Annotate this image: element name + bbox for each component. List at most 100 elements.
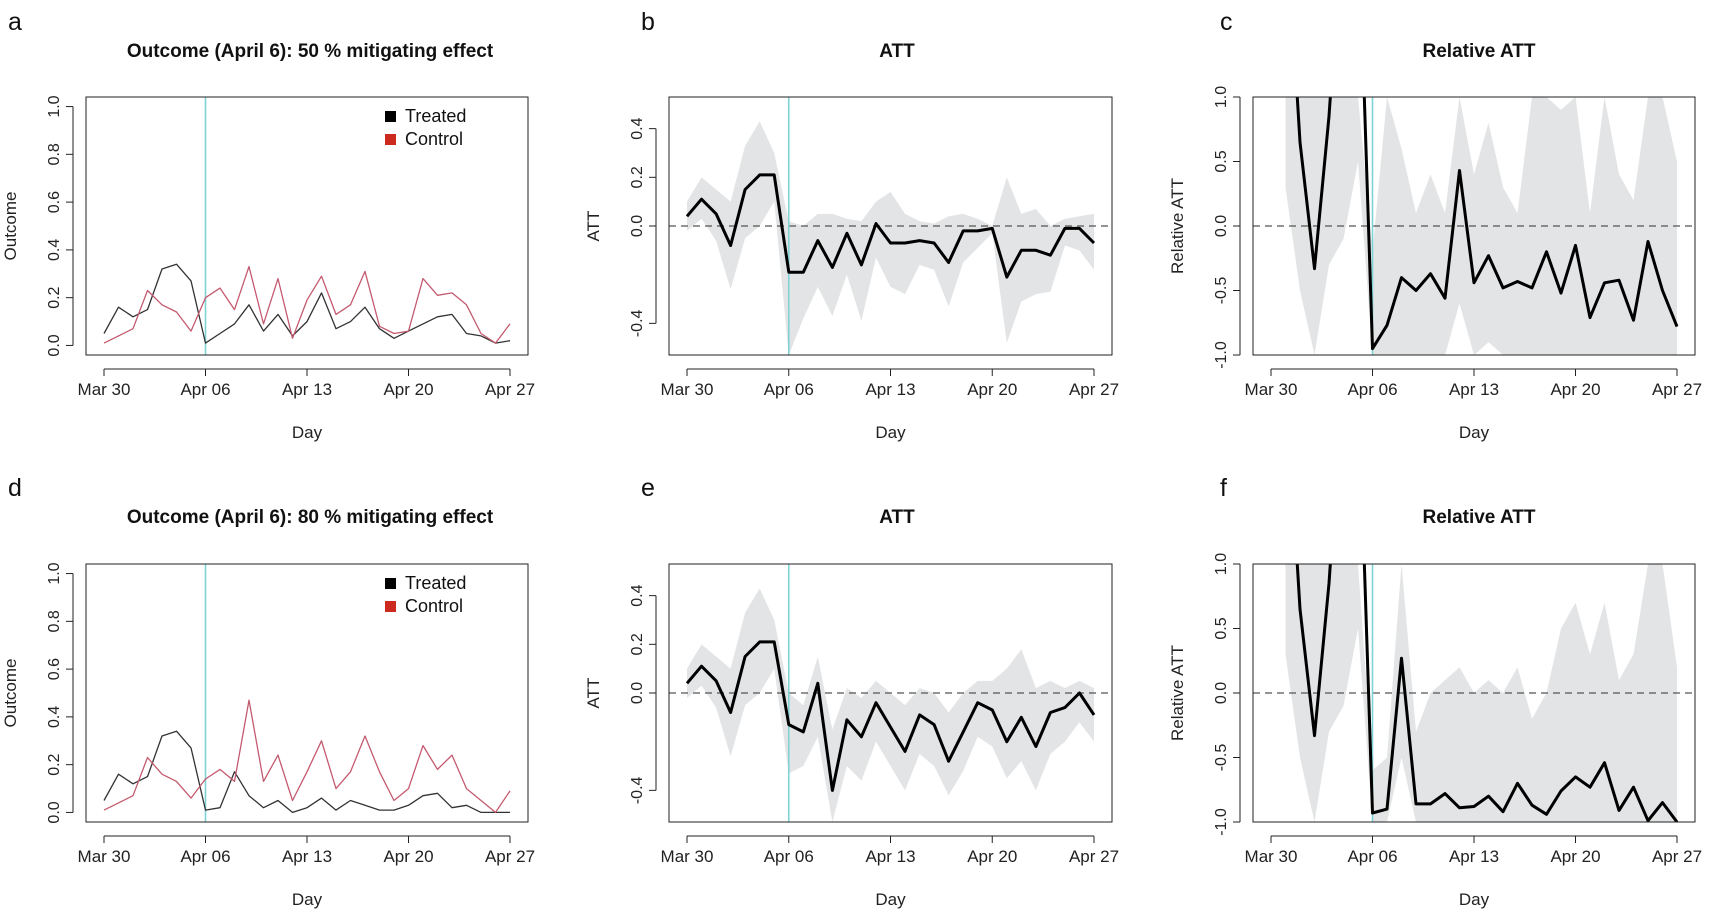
y-tick-label: 0.0 [629, 682, 646, 704]
x-axis-label: Day [875, 890, 906, 909]
confidence-band [687, 121, 1094, 355]
y-tick-label: 1.0 [46, 95, 63, 117]
legend-swatch-treated [385, 111, 396, 122]
y-tick-label: 1.0 [1213, 553, 1230, 575]
series-line-relative-att [1295, 97, 1679, 351]
plot-area [103, 564, 511, 822]
legend-label-treated: Treated [405, 573, 466, 593]
x-tick-label: Mar 30 [661, 380, 714, 399]
x-axis: Mar 30 Apr 06 Apr 13 Apr 20 Apr 27 [1245, 368, 1702, 399]
plot-area [1253, 564, 1695, 822]
panel-letter: d [8, 474, 22, 502]
x-axis: Mar 30 Apr 06 Apr 13 Apr 20 Apr 27 [78, 835, 535, 866]
legend-swatch-treated [385, 578, 396, 589]
panel-title: Relative ATT [1423, 41, 1536, 62]
panel-letter: e [641, 474, 655, 502]
series-line-att [685, 173, 1096, 279]
confidence-band [687, 588, 1094, 822]
y-tick-label: 0.4 [629, 584, 646, 606]
plot-frame [85, 563, 529, 823]
panel-c: Mar 30 Apr 06 Apr 13 Apr 20 Apr 27 Day -1.0 -0.… [1168, 8, 1702, 442]
panel-f: Mar 30 Apr 06 Apr 13 Apr 20 Apr 27 Day -1.0 -0.… [1168, 474, 1702, 909]
y-axis: -1.0 -0.5 0.0 0.5 1.0 [1213, 86, 1241, 369]
legend-label-control: Control [405, 596, 463, 616]
x-tick-label: Apr 06 [180, 380, 230, 399]
x-tick-label: Apr 13 [282, 380, 332, 399]
plot-area [103, 97, 511, 355]
series-line-treated [103, 730, 510, 814]
x-tick-label: Apr 13 [865, 847, 915, 866]
x-axis-label: Day [292, 423, 323, 442]
y-tick-label: -0.5 [1213, 744, 1230, 772]
panel-title: Outcome (April 6): 80 % mitigating effec… [127, 507, 494, 528]
panel-d: Mar 30 Apr 06 Apr 13 Apr 20 Apr 27Day0.00.20… [1, 474, 535, 909]
x-tick-label: Mar 30 [1245, 380, 1298, 399]
y-tick-label: -1.0 [1213, 341, 1230, 369]
y-tick-label: -0.4 [629, 776, 646, 804]
series-line-treated [103, 263, 511, 344]
y-tick-label: 0.4 [46, 706, 63, 728]
panel-letter: c [1220, 8, 1233, 36]
legend: Treated Control [385, 573, 466, 616]
plot-area [1253, 97, 1695, 355]
y-tick-label: 0.2 [46, 753, 63, 775]
x-axis: Mar 30 Apr 06 Apr 13 Apr 20 Apr 27 [78, 368, 535, 399]
plot-area [669, 97, 1112, 355]
x-axis: Mar 30 Apr 06 Apr 13 Apr 20 Apr 27 [661, 835, 1119, 866]
y-axis-label: Outcome [1, 659, 20, 728]
x-tick-label: Apr 20 [383, 380, 433, 399]
y-tick-label: 0.0 [1213, 682, 1230, 704]
x-tick-label: Apr 27 [1652, 847, 1702, 866]
x-tick-label: Apr 13 [282, 847, 332, 866]
panel-letter: b [641, 8, 655, 36]
y-tick-label: -0.4 [629, 309, 646, 337]
legend-label-control: Control [405, 129, 463, 149]
x-tick-label: Apr 06 [1347, 847, 1397, 866]
panel-title: Relative ATT [1423, 507, 1536, 528]
x-axis: Mar 30 Apr 06 Apr 13 Apr 20 Apr 27 [661, 368, 1119, 399]
x-tick-label: Mar 30 [78, 380, 131, 399]
y-tick-label: 0.5 [1213, 150, 1230, 172]
x-axis-label: Day [1459, 423, 1490, 442]
legend-swatch-control [385, 601, 396, 612]
x-tick-label: Apr 20 [1550, 380, 1600, 399]
y-tick-label: 0.4 [629, 117, 646, 139]
series-line-control [103, 265, 511, 344]
panel-letter: a [8, 8, 22, 36]
x-tick-label: Apr 20 [967, 847, 1017, 866]
x-tick-label: Apr 06 [1347, 380, 1397, 399]
y-tick-label: 1.0 [46, 562, 63, 584]
panel-e: Mar 30 Apr 06 Apr 13 Apr 20 Apr 27 Day -0.4 0.0… [584, 474, 1119, 909]
x-tick-label: Mar 30 [661, 847, 714, 866]
y-axis: 0.0 0.2 0.4 0.6 0.8 1.0 [46, 562, 74, 824]
x-tick-label: Apr 20 [1550, 847, 1600, 866]
panel-title: ATT [879, 507, 915, 528]
y-axis: -1.0 -0.5 0.0 0.5 1.0 [1213, 553, 1241, 836]
y-axis: 0.0 0.2 0.4 0.6 0.8 1.0 [46, 95, 74, 357]
y-tick-label: 1.0 [1213, 86, 1230, 108]
plot-frame [85, 96, 529, 356]
x-tick-label: Apr 20 [967, 380, 1017, 399]
x-tick-label: Apr 06 [180, 847, 230, 866]
x-tick-label: Mar 30 [1245, 847, 1298, 866]
plot-frame [1252, 563, 1696, 823]
y-tick-label: 0.8 [46, 610, 63, 632]
plot-frame [668, 96, 1113, 356]
x-tick-label: Apr 06 [764, 847, 814, 866]
y-tick-label: 0.6 [46, 191, 63, 213]
x-tick-label: Apr 27 [1652, 380, 1702, 399]
panel-a: Mar 30 Apr 06 Apr 13 Apr 20 Apr 27 Day 0.00.20… [1, 8, 535, 442]
plot-area [669, 564, 1112, 822]
x-tick-label: Apr 27 [485, 380, 535, 399]
y-tick-label: -0.5 [1213, 277, 1230, 305]
series-line-relative-att [1295, 564, 1679, 822]
y-axis-label: Relative ATT [1168, 178, 1187, 274]
y-tick-label: 0.0 [46, 801, 63, 823]
panel-b: Mar 30 Apr 06 Apr 13 Apr 20 Apr 27 Day -0.4 0.0… [584, 8, 1119, 442]
y-tick-label: 0.2 [629, 633, 646, 655]
x-tick-label: Apr 20 [383, 847, 433, 866]
y-tick-label: -1.0 [1213, 808, 1230, 836]
y-axis-label: ATT [584, 678, 603, 709]
y-tick-label: 0.2 [46, 286, 63, 308]
